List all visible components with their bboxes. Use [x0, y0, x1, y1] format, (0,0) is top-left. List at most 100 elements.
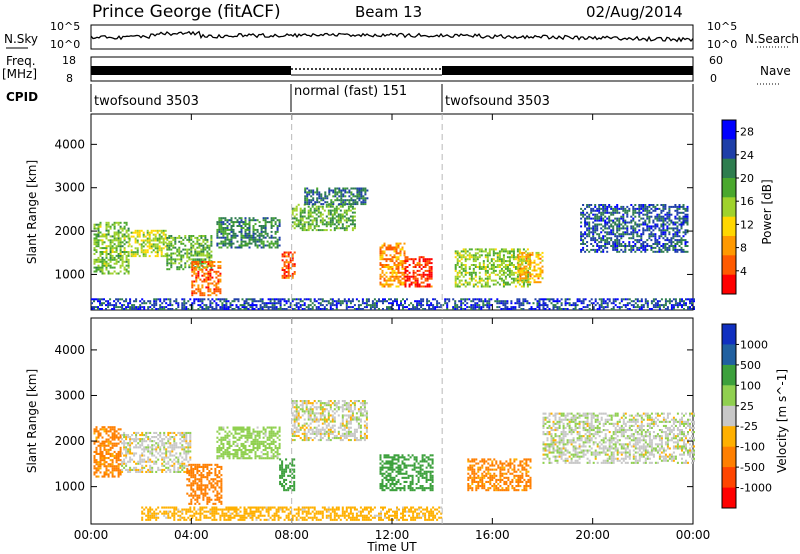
- power-cell-0: [99, 266, 102, 269]
- power-cell-2: [170, 254, 173, 257]
- power-cell-4: [228, 223, 231, 226]
- power-cell-13: [171, 308, 174, 310]
- power-cell-13: [572, 302, 575, 305]
- power-cell-13: [476, 302, 479, 305]
- power-cell-9: [422, 281, 425, 284]
- power-cell-6: [303, 207, 306, 210]
- power-cell-12: [624, 248, 627, 251]
- power-cell-8: [383, 279, 386, 282]
- velocity-cell-1: [175, 442, 178, 445]
- power-cell-13: [337, 298, 340, 301]
- power-cell-8: [399, 254, 402, 257]
- power-cell-13: [478, 306, 481, 309]
- power-cell-13: [626, 302, 629, 305]
- power-cell-0: [127, 262, 130, 265]
- power-cell-0: [93, 270, 96, 273]
- power-cell-13: [454, 308, 457, 310]
- power-cell-13: [691, 304, 693, 307]
- velocity-cell-2: [190, 500, 193, 503]
- power-cell-12: [668, 205, 671, 208]
- power-cell-6: [311, 221, 314, 224]
- power-cell-10: [512, 248, 515, 251]
- power-cell-7: [340, 191, 343, 194]
- power-cell-6: [335, 211, 338, 214]
- power-cell-3: [193, 284, 196, 287]
- power-cell-13: [466, 298, 469, 301]
- power-cell-13: [644, 300, 647, 303]
- power-cell-6: [345, 211, 348, 214]
- power-cell-12: [644, 229, 647, 232]
- power-cell-5: [287, 263, 290, 266]
- velocity-cell-1: [161, 442, 164, 445]
- power-cell-0: [99, 239, 102, 242]
- power-cell-11: [517, 271, 520, 274]
- velocity-cell-1: [163, 446, 166, 449]
- power-cell-13: [295, 302, 298, 305]
- power-cell-11: [533, 261, 536, 264]
- power-cell-0: [117, 223, 120, 226]
- power-cell-12: [598, 217, 601, 220]
- power-cell-10: [460, 250, 463, 253]
- power-cell-10: [472, 258, 475, 261]
- power-ylabel: Slant Range [km]: [25, 160, 39, 264]
- power-colorbar-swatch: [722, 216, 736, 237]
- power-cell-0: [107, 245, 110, 248]
- power-cell-2: [200, 262, 203, 265]
- power-cell-10: [486, 254, 489, 257]
- power-cell-12: [668, 219, 671, 222]
- power-cell-13: [361, 300, 364, 303]
- power-cell-13: [568, 302, 571, 305]
- velocity-cell-1: [133, 438, 136, 441]
- power-cell-13: [273, 306, 276, 309]
- power-cell-8: [389, 258, 392, 261]
- velocity-cell-1: [179, 464, 182, 467]
- power-cell-10: [470, 256, 473, 259]
- power-cell-11: [517, 259, 520, 262]
- power-cell-12: [684, 213, 687, 216]
- velocity-cell-0: [105, 473, 108, 476]
- power-cell-13: [241, 298, 244, 301]
- power-cell-5: [289, 274, 292, 277]
- power-cell-3: [191, 286, 194, 289]
- power-cell-12: [668, 217, 671, 220]
- velocity-cell-1: [147, 470, 150, 473]
- velocity-cell-0: [101, 455, 104, 458]
- power-cell-8: [387, 246, 390, 249]
- power-cell-12: [630, 204, 633, 206]
- power-cell-2: [202, 238, 205, 241]
- power-cell-2: [190, 236, 193, 239]
- power-cell-6: [301, 223, 304, 226]
- power-cell-12: [664, 204, 667, 206]
- power-cell-0: [125, 229, 128, 232]
- velocity-cell-1: [157, 442, 160, 445]
- power-cell-13: [446, 308, 449, 310]
- power-cell-12: [594, 215, 597, 218]
- velocity-cell-0: [103, 440, 106, 443]
- power-cell-6: [339, 219, 342, 222]
- power-cell-12: [606, 209, 609, 212]
- power-cell-5: [291, 255, 294, 258]
- power-cell-13: [520, 302, 523, 305]
- power-cell-6: [349, 209, 352, 212]
- power-cell-10: [480, 248, 483, 251]
- power-cell-10: [488, 277, 491, 280]
- power-cell-12: [634, 245, 637, 247]
- power-cell-12: [650, 246, 653, 249]
- power-cell-7: [306, 187, 309, 190]
- power-cell-13: [564, 308, 567, 310]
- power-cell-9: [420, 281, 423, 284]
- velocity-cell-0: [119, 440, 122, 443]
- power-cell-13: [357, 306, 360, 309]
- power-cell-12: [608, 215, 611, 218]
- power-cell-9: [418, 266, 421, 268]
- power-cell-2: [174, 246, 177, 249]
- power-cell-9: [404, 271, 407, 274]
- power-cell-6: [295, 217, 298, 220]
- power-cell-2: [168, 268, 171, 271]
- power-cell-6: [321, 207, 324, 210]
- power-cell-12: [684, 245, 687, 247]
- power-cell-6: [341, 213, 344, 216]
- power-cell-13: [420, 300, 423, 303]
- power-cell-3: [205, 276, 208, 279]
- power-cell-13: [430, 304, 433, 307]
